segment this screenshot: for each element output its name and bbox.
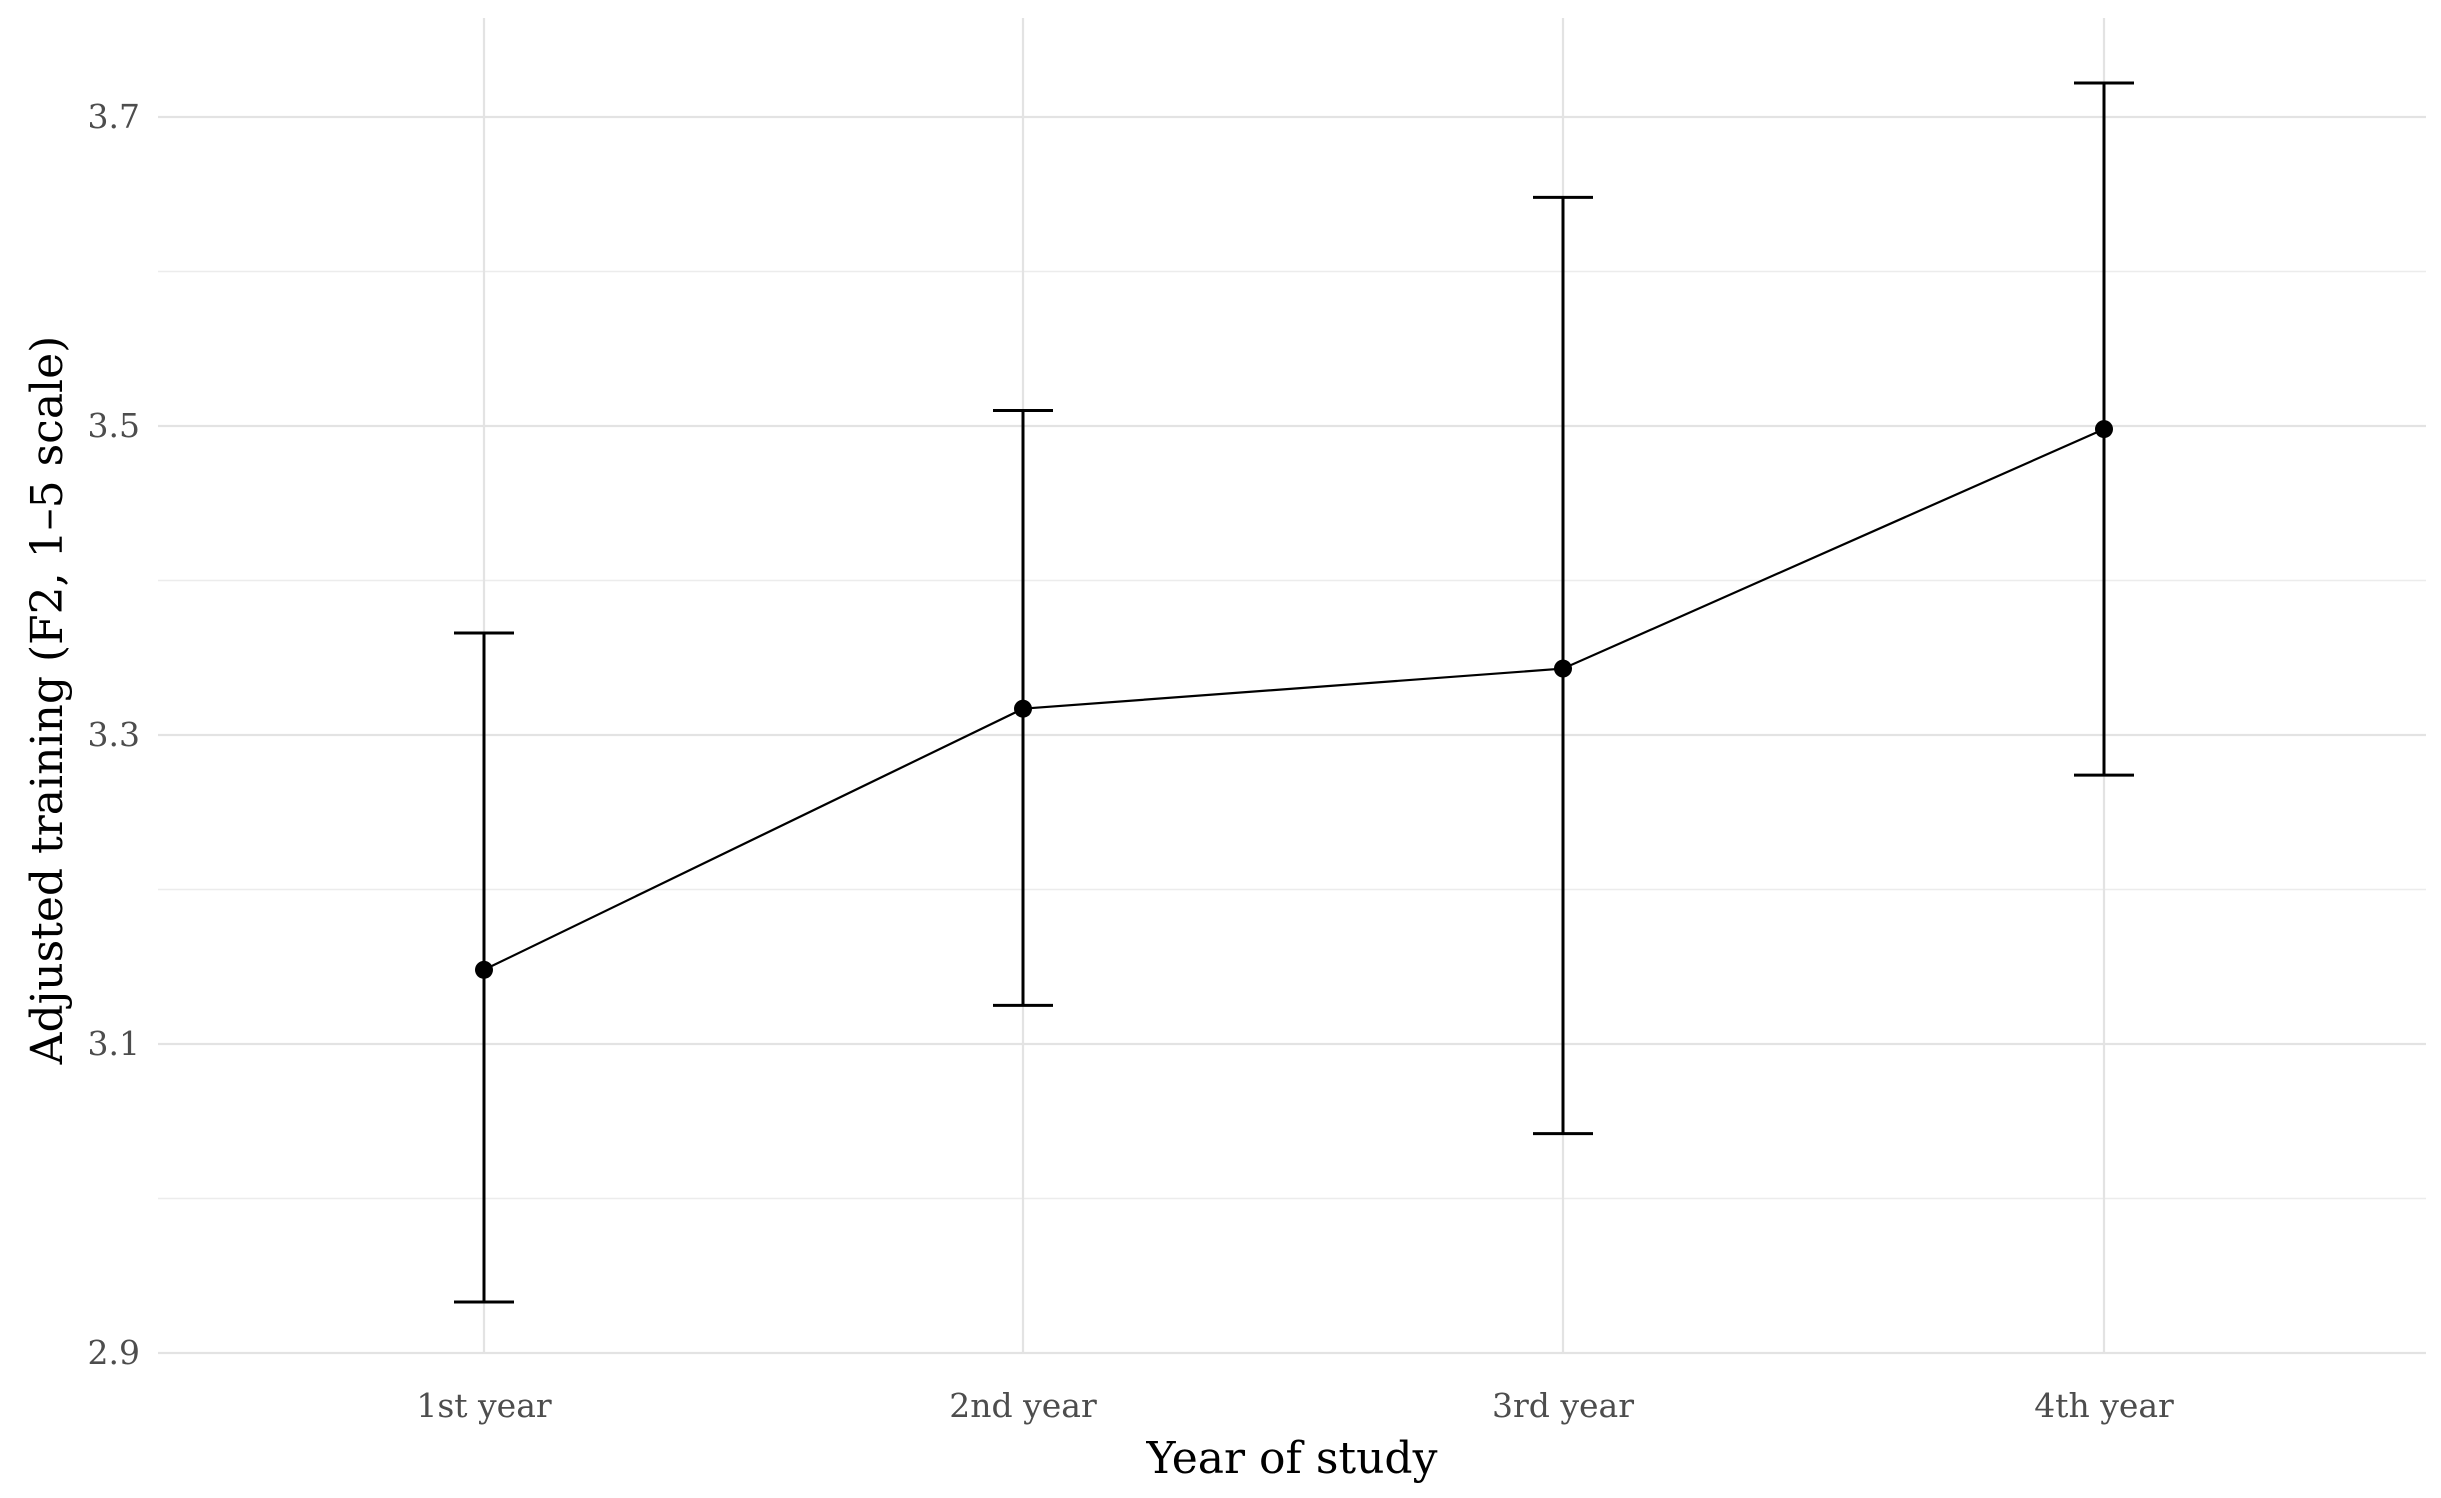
y-tick-label: 3.1 bbox=[88, 1024, 140, 1063]
x-tick-label: 3rd year bbox=[1492, 1386, 1634, 1425]
data-point bbox=[1554, 659, 1572, 678]
x-tick-labels: 1st year 2nd year 3rd year 4th year bbox=[416, 1386, 2174, 1425]
y-tick-label: 3.5 bbox=[88, 406, 140, 445]
y-tick-label: 3.7 bbox=[88, 97, 140, 136]
y-tick-label: 3.3 bbox=[88, 715, 140, 754]
series-layer bbox=[454, 81, 2134, 1304]
grid-layer bbox=[158, 18, 2426, 1355]
y-tick-label: 2.9 bbox=[88, 1333, 140, 1372]
x-tick-label: 2nd year bbox=[949, 1386, 1097, 1425]
data-point bbox=[2095, 420, 2113, 439]
series-line bbox=[483, 428, 2105, 971]
y-axis-title: Adjusted training (F2, 1–5 scale) bbox=[22, 336, 73, 1066]
data-point bbox=[1014, 699, 1032, 718]
x-axis-title: Year of study bbox=[1146, 1433, 1438, 1484]
x-tick-label: 4th year bbox=[2034, 1386, 2174, 1425]
x-tick-label: 1st year bbox=[416, 1386, 552, 1425]
data-point bbox=[475, 960, 493, 979]
y-tick-labels: 2.9 3.1 3.3 3.5 3.7 bbox=[88, 97, 140, 1372]
